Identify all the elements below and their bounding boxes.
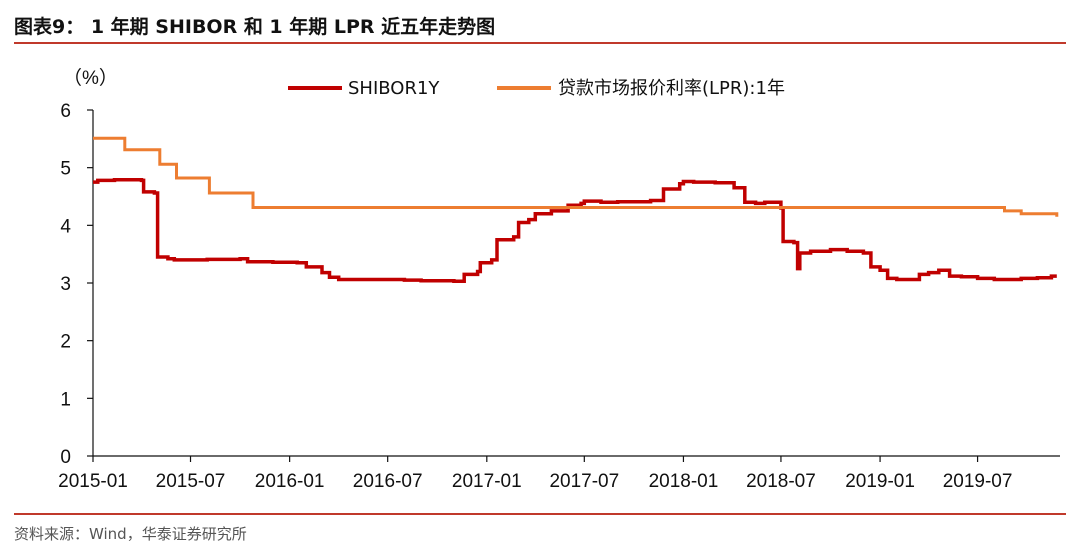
x-tick-label: 2017-07 <box>549 471 619 492</box>
x-tick-label: 2019-07 <box>943 471 1013 492</box>
series-line-lpr <box>93 136 1059 217</box>
title-rule <box>14 42 1066 44</box>
y-axis-unit-label: （%） <box>63 67 118 89</box>
chart-legend: SHIBOR1Y 贷款市场报价利率(LPR):1年 <box>288 78 785 99</box>
y-tick-label: 6 <box>60 101 71 122</box>
y-tick-label: 0 <box>60 447 71 468</box>
series-line-shibor <box>93 178 1057 284</box>
figure-title: 图表9： 1 年期 SHIBOR 和 1 年期 LPR 近五年走势图 <box>14 16 496 38</box>
x-tick-label: 2015-07 <box>156 471 226 492</box>
x-tick-label: 2019-01 <box>845 471 915 492</box>
x-tick-label: 2018-07 <box>746 471 816 492</box>
y-tick-label: 5 <box>60 159 71 180</box>
y-tick-label: 2 <box>60 332 71 353</box>
x-tick-label: 2016-07 <box>353 471 423 492</box>
source-note: 资料来源：Wind，华泰证券研究所 <box>14 525 247 543</box>
x-tick-group: 2015-01 2015-07 2016-01 2016-07 2017-01 2017-… <box>58 456 1012 492</box>
series-group <box>93 136 1059 284</box>
y-tick-label: 3 <box>60 274 71 295</box>
y-tick-group: 0 1 2 3 4 5 6 <box>60 101 93 468</box>
x-tick-label: 2018-01 <box>649 471 719 492</box>
x-tick-label: 2015-01 <box>58 471 128 492</box>
legend-label-lpr: 贷款市场报价利率(LPR):1年 <box>558 78 785 99</box>
x-tick-label: 2016-01 <box>255 471 325 492</box>
legend-label-shibor: SHIBOR1Y <box>348 78 440 99</box>
y-tick-label: 4 <box>60 216 71 237</box>
y-tick-label: 1 <box>60 389 71 410</box>
x-tick-label: 2017-01 <box>452 471 522 492</box>
footer-rule <box>14 513 1066 515</box>
chart-axes <box>92 110 1060 457</box>
